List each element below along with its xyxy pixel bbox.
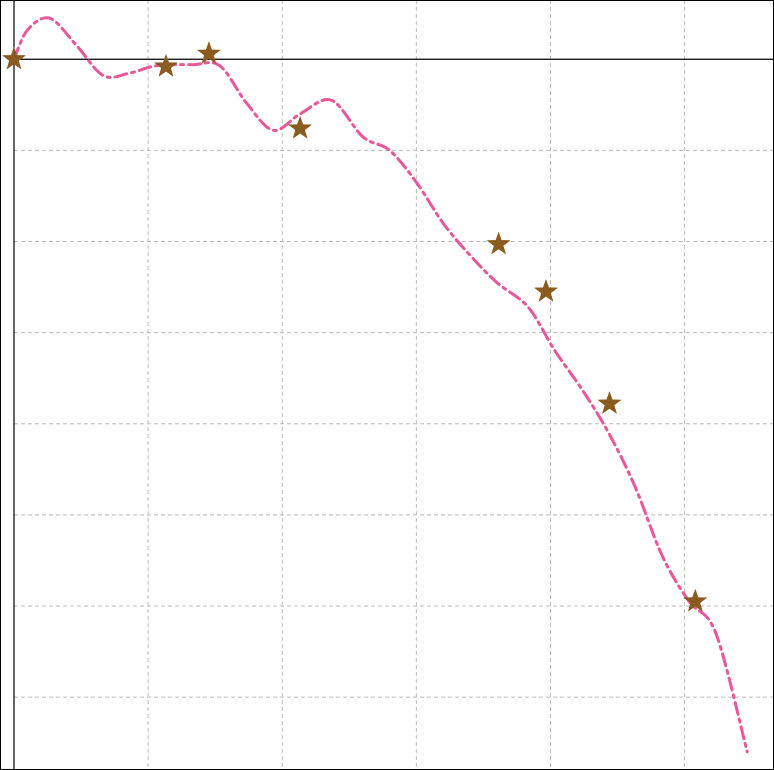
star-marker-6 <box>597 390 622 415</box>
grid <box>14 0 774 770</box>
curve-line <box>12 16 749 754</box>
star-marker-5 <box>533 278 559 302</box>
star-marker-1 <box>153 53 179 77</box>
markers-layer <box>1 40 708 612</box>
star-marker-2 <box>196 40 222 65</box>
axes <box>13 0 774 770</box>
star-marker-4 <box>486 231 511 255</box>
star-marker-0 <box>1 46 27 70</box>
star-marker-7 <box>683 588 708 612</box>
star-marker-3 <box>287 115 313 139</box>
series-layer <box>12 16 749 754</box>
